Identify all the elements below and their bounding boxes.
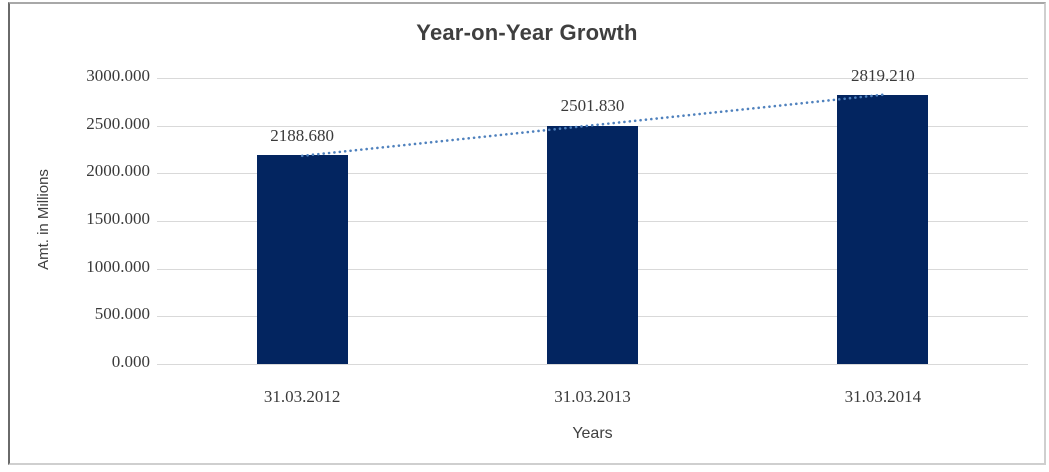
x-tick-label: 31.03.2014 <box>844 387 922 406</box>
bar-data-label: 2188.680 <box>270 126 335 146</box>
y-tick-label: 2500.000 <box>86 113 150 133</box>
gridline <box>157 78 1028 79</box>
gridline <box>157 364 1028 365</box>
chart-frame: Year-on-Year Growth Amt. in Millions 300… <box>8 2 1046 465</box>
bar-data-label: 2501.830 <box>560 96 625 116</box>
bar-31.03.2013[interactable] <box>547 125 638 364</box>
bar-31.03.2012[interactable] <box>256 155 348 364</box>
bar-data-label: 2819.210 <box>850 66 915 86</box>
y-tick-label: 2000.000 <box>86 161 150 181</box>
y-tick-label: 1000.000 <box>86 256 150 276</box>
x-axis-title: Years <box>572 425 613 442</box>
x-tick-label: 31.03.2012 <box>263 387 341 406</box>
y-tick-label: 1500.000 <box>86 209 150 228</box>
x-axis: 31.03.2012 31.03.2013 31.03.2014 <box>157 386 1028 408</box>
y-tick-label: 0.000 <box>111 352 150 371</box>
y-tick-label: 500.000 <box>94 304 150 324</box>
plot-area: 2188.680 2501.830 2819.210 <box>157 66 1028 365</box>
bar-31.03.2014[interactable] <box>837 95 929 364</box>
x-tick-label: 31.03.2013 <box>554 387 631 406</box>
chart-title: Year-on-Year Growth <box>416 20 638 45</box>
y-tick-label: 3000.000 <box>86 66 150 85</box>
trendline[interactable] <box>157 78 1028 364</box>
y-axis: 3000.000 2500.000 2000.000 1500.000 1000.000… <box>10 66 150 371</box>
